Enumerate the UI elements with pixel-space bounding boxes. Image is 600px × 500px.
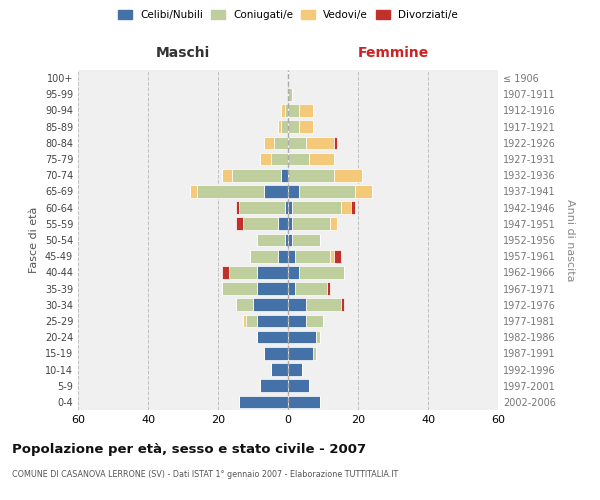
Bar	[246, 314, 257, 328]
Bar	[288, 266, 299, 278]
Bar	[253, 298, 288, 311]
Y-axis label: Fasce di età: Fasce di età	[29, 207, 39, 273]
Bar	[334, 169, 361, 181]
Bar	[334, 250, 341, 262]
Bar	[271, 363, 288, 376]
Bar	[309, 152, 334, 166]
Bar	[284, 202, 288, 214]
Bar	[288, 250, 295, 262]
Bar	[197, 185, 263, 198]
Bar	[295, 282, 326, 295]
Bar	[288, 120, 299, 133]
Bar	[288, 380, 309, 392]
Bar	[299, 104, 313, 117]
Bar	[190, 185, 197, 198]
Text: Popolazione per età, sesso e stato civile - 2007: Popolazione per età, sesso e stato civil…	[12, 442, 366, 456]
Bar	[271, 152, 288, 166]
Bar	[257, 314, 288, 328]
Bar	[288, 282, 295, 295]
Bar	[235, 202, 239, 214]
Text: Femmine: Femmine	[358, 46, 428, 60]
Bar	[288, 202, 292, 214]
Bar	[239, 396, 288, 408]
Bar	[260, 152, 271, 166]
Bar	[242, 314, 246, 328]
Bar	[288, 347, 313, 360]
Text: COMUNE DI CASANOVA LERRONE (SV) - Dati ISTAT 1° gennaio 2007 - Elaborazione TUTT: COMUNE DI CASANOVA LERRONE (SV) - Dati I…	[12, 470, 398, 479]
Bar	[288, 218, 292, 230]
Bar	[292, 202, 341, 214]
Bar	[221, 282, 257, 295]
Bar	[341, 202, 351, 214]
Bar	[277, 250, 288, 262]
Bar	[299, 120, 313, 133]
Bar	[281, 120, 288, 133]
Bar	[257, 331, 288, 344]
Bar	[288, 185, 299, 198]
Bar	[292, 234, 320, 246]
Bar	[288, 396, 320, 408]
Bar	[263, 347, 288, 360]
Bar	[305, 314, 323, 328]
Bar	[235, 298, 253, 311]
Bar	[284, 234, 288, 246]
Bar	[277, 120, 281, 133]
Bar	[334, 136, 337, 149]
Bar	[316, 331, 320, 344]
Bar	[260, 380, 288, 392]
Bar	[305, 298, 341, 311]
Bar	[288, 169, 334, 181]
Bar	[232, 169, 281, 181]
Bar	[250, 250, 277, 262]
Bar	[288, 88, 292, 101]
Bar	[284, 104, 288, 117]
Bar	[299, 185, 355, 198]
Bar	[288, 136, 305, 149]
Bar	[281, 104, 284, 117]
Bar	[257, 282, 288, 295]
Bar	[330, 218, 337, 230]
Bar	[257, 234, 284, 246]
Bar	[221, 169, 232, 181]
Y-axis label: Anni di nascita: Anni di nascita	[565, 198, 575, 281]
Bar	[326, 282, 330, 295]
Bar	[288, 234, 292, 246]
Legend: Celibi/Nubili, Coniugati/e, Vedovi/e, Divorziati/e: Celibi/Nubili, Coniugati/e, Vedovi/e, Di…	[116, 8, 460, 22]
Bar	[330, 250, 334, 262]
Bar	[288, 314, 305, 328]
Bar	[274, 136, 288, 149]
Bar	[221, 266, 229, 278]
Bar	[263, 185, 288, 198]
Bar	[355, 185, 372, 198]
Bar	[341, 298, 344, 311]
Bar	[257, 266, 288, 278]
Bar	[277, 218, 288, 230]
Bar	[288, 331, 316, 344]
Bar	[295, 250, 330, 262]
Text: Maschi: Maschi	[156, 46, 210, 60]
Bar	[288, 152, 309, 166]
Bar	[281, 169, 288, 181]
Bar	[229, 266, 257, 278]
Bar	[292, 218, 330, 230]
Bar	[305, 136, 334, 149]
Bar	[313, 347, 316, 360]
Bar	[288, 104, 299, 117]
Bar	[239, 202, 284, 214]
Bar	[242, 218, 277, 230]
Bar	[351, 202, 355, 214]
Bar	[288, 363, 302, 376]
Bar	[299, 266, 344, 278]
Bar	[288, 298, 305, 311]
Bar	[263, 136, 274, 149]
Bar	[235, 218, 242, 230]
